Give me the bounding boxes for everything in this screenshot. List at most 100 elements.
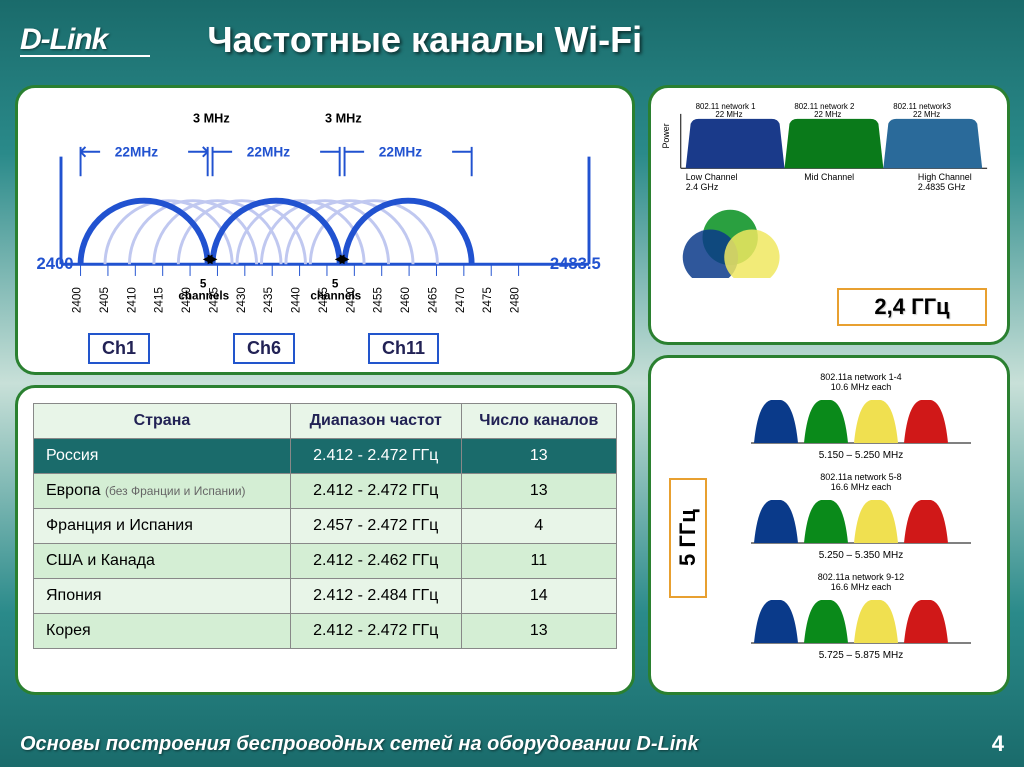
cell-chans: 13 <box>461 474 616 509</box>
spectrum-hump <box>854 500 898 543</box>
gap1: 3 MHz <box>193 110 230 125</box>
spectrum-hump <box>854 400 898 443</box>
page-number: 4 <box>992 731 1004 757</box>
spectrum-hump <box>754 600 798 643</box>
th-range: Диапазон частот <box>290 404 461 439</box>
bw1: 22MHz <box>115 145 158 160</box>
cell-range: 2.412 - 2.472 ГГц <box>290 614 461 649</box>
tick-label: 2475 <box>481 287 494 314</box>
table-row: США и Канада2.412 - 2.462 ГГц11 <box>34 544 617 579</box>
spectrum-hump <box>804 500 848 543</box>
spectrum-hump <box>904 600 948 643</box>
badge-5ghz: 5 ГГц <box>669 478 707 598</box>
cell-range: 2.412 - 2.484 ГГц <box>290 579 461 614</box>
hi2: 2.4835 GHz <box>918 182 965 192</box>
tick-label: 2455 <box>372 287 385 314</box>
spectrum-hump <box>804 400 848 443</box>
range-label: 5.250 – 5.350 MHz <box>819 550 904 561</box>
spectrum-hump <box>854 600 898 643</box>
table-row: Европа (без Франции и Испании)2.412 - 2.… <box>34 474 617 509</box>
panel-5ghz: 5 ГГц 802.11a network 1-410.6 MHz each 5.… <box>648 355 1010 695</box>
freq-end: 2483.5 <box>550 254 601 273</box>
gap2: 3 MHz <box>325 110 362 125</box>
spectrum-5-svg: 802.11a network 1-410.6 MHz each 5.150 – … <box>721 368 1001 678</box>
range-label: 5.150 – 5.250 MHz <box>819 450 904 461</box>
table-row: Франция и Испания2.457 - 2.472 ГГц4 <box>34 509 617 544</box>
tick-label: 2430 <box>235 287 248 314</box>
tick-label: 2480 <box>509 287 522 314</box>
channel-diagram-panel: 2400 2483.5 22MHz 22MHz 22MHz 3 MHz 3 MH… <box>15 85 635 375</box>
cell-country: Франция и Испания <box>34 509 291 544</box>
frequency-table: Страна Диапазон частот Число каналов Рос… <box>33 403 617 649</box>
cell-chans: 14 <box>461 579 616 614</box>
cell-chans: 11 <box>461 544 616 579</box>
group-label: 802.11a network 9-12 <box>818 572 904 582</box>
cell-range: 2.412 - 2.462 ГГц <box>290 544 461 579</box>
spectrum-24-svg: Power 802.11 network 1 22 MHz 802.11 net… <box>661 98 997 278</box>
group-label: 802.11a network 1-4 <box>820 372 901 382</box>
th-chans: Число каналов <box>461 404 616 439</box>
tick-label: 2410 <box>125 287 138 314</box>
panel-24ghz: Power 802.11 network 1 22 MHz 802.11 net… <box>648 85 1010 345</box>
footer: Основы построения беспроводных сетей на … <box>20 731 1004 757</box>
tick-label: 2470 <box>454 287 467 314</box>
tick-label: 2405 <box>98 287 111 314</box>
logo-underline <box>20 55 150 57</box>
table-row: Япония2.412 - 2.484 ГГц14 <box>34 579 617 614</box>
tick-label: 2465 <box>426 287 439 314</box>
mid: Mid Channel <box>804 172 854 182</box>
bw3: 22MHz <box>379 145 422 160</box>
tick-label: 2440 <box>290 287 303 314</box>
ch6-label: Ch6 <box>233 333 295 364</box>
footer-text: Основы построения беспроводных сетей на … <box>20 733 699 756</box>
cell-chans: 13 <box>461 439 616 474</box>
tick-label: 2445 <box>317 287 330 314</box>
group-label: 16.6 MHz each <box>831 582 892 592</box>
spectrum-hump <box>904 500 948 543</box>
tick-label: 2415 <box>153 287 166 314</box>
low1: Low Channel <box>686 172 738 182</box>
tick-label: 2400 <box>71 287 84 314</box>
cell-chans: 13 <box>461 614 616 649</box>
power-label: Power <box>661 123 671 148</box>
ch1-label: Ch1 <box>88 333 150 364</box>
group-label: 802.11a network 5-8 <box>820 472 901 482</box>
tick-label: 2460 <box>399 287 412 314</box>
badge-24ghz: 2,4 ГГц <box>837 288 987 326</box>
page-title: Частотные каналы Wi-Fi <box>207 19 642 61</box>
group-label: 16.6 MHz each <box>831 482 892 492</box>
tick-label: 2425 <box>207 287 220 314</box>
ch11-label: Ch11 <box>368 333 439 364</box>
hi1: High Channel <box>918 172 972 182</box>
cell-country: Россия <box>34 439 291 474</box>
cell-chans: 4 <box>461 509 616 544</box>
net3b: 22 MHz <box>913 110 940 119</box>
spectrum-hump <box>754 400 798 443</box>
freq-start: 2400 <box>37 254 74 273</box>
frequency-table-panel: Страна Диапазон частот Число каналов Рос… <box>15 385 635 695</box>
table-row: Россия2.412 - 2.472 ГГц13 <box>34 439 617 474</box>
logo: D-Link <box>20 23 107 57</box>
cell-country: Корея <box>34 614 291 649</box>
channel-diagram-svg: 2400 2483.5 22MHz 22MHz 22MHz 3 MHz 3 MH… <box>28 98 622 362</box>
cell-range: 2.412 - 2.472 ГГц <box>290 474 461 509</box>
spectrum-hump <box>904 400 948 443</box>
header: D-Link Частотные каналы Wi-Fi <box>0 10 1024 70</box>
cell-range: 2.457 - 2.472 ГГц <box>290 509 461 544</box>
cell-country: Япония <box>34 579 291 614</box>
cell-range: 2.412 - 2.472 ГГц <box>290 439 461 474</box>
cell-country: Европа (без Франции и Испании) <box>34 474 291 509</box>
tick-label: 2450 <box>344 287 357 314</box>
spectrum-hump <box>754 500 798 543</box>
cell-country: США и Канада <box>34 544 291 579</box>
th-country: Страна <box>34 404 291 439</box>
bw2: 22MHz <box>247 145 290 160</box>
table-row: Корея2.412 - 2.472 ГГц13 <box>34 614 617 649</box>
tick-label: 2420 <box>180 287 193 314</box>
spectrum-hump <box>804 600 848 643</box>
low2: 2.4 GHz <box>686 182 719 192</box>
group-label: 10.6 MHz each <box>831 382 892 392</box>
net1b: 22 MHz <box>715 110 742 119</box>
range-label: 5.725 – 5.875 MHz <box>819 650 904 661</box>
tick-label: 2435 <box>262 287 275 314</box>
